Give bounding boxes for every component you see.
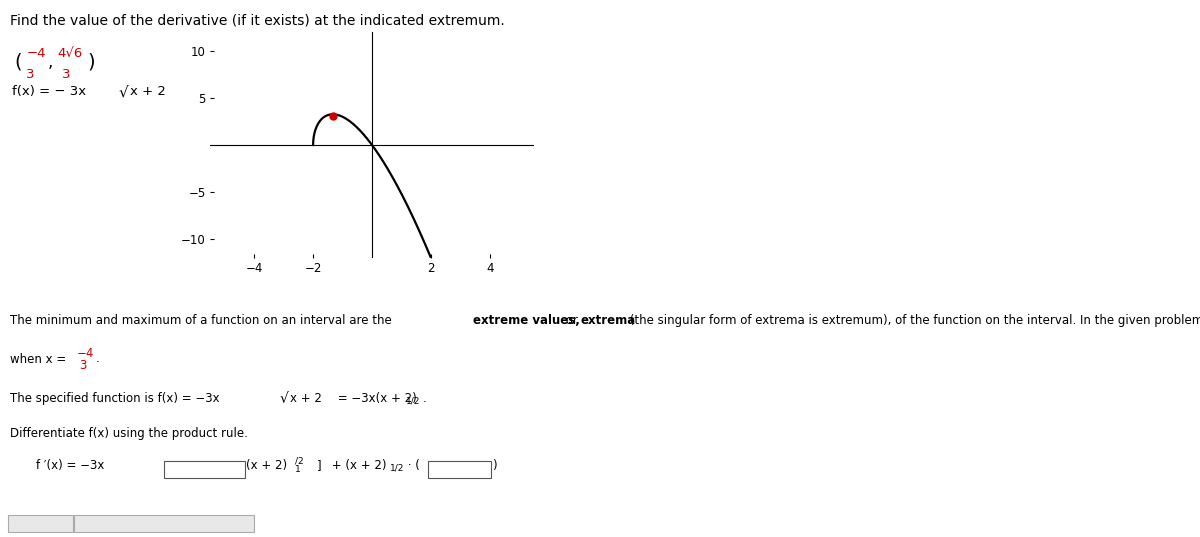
Text: 1/2: 1/2	[390, 463, 404, 473]
Text: ]: ]	[317, 459, 322, 472]
Text: /2: /2	[295, 456, 304, 466]
Text: (the singular form of extrema is extremum), of the function on the interval. In : (the singular form of extrema is extremu…	[626, 314, 1200, 327]
Text: (x + 2): (x + 2)	[246, 459, 287, 472]
Text: The specified function is f(x) = −3x: The specified function is f(x) = −3x	[10, 392, 220, 405]
Text: = −3x(x + 2): = −3x(x + 2)	[334, 392, 416, 405]
Text: −4: −4	[26, 47, 46, 60]
Text: x + 2: x + 2	[290, 392, 323, 405]
Text: · (: · (	[404, 459, 420, 472]
Text: ): )	[492, 459, 497, 472]
Text: 4√6: 4√6	[58, 47, 83, 60]
Text: + (x + 2): + (x + 2)	[328, 459, 386, 472]
Text: x + 2: x + 2	[130, 85, 166, 98]
Text: Find the value of the derivative (if it exists) at the indicated extremum.: Find the value of the derivative (if it …	[10, 13, 504, 27]
Text: Skip (you cannot come back): Skip (you cannot come back)	[83, 517, 246, 527]
Text: when x =: when x =	[10, 353, 70, 366]
Text: ): )	[88, 52, 95, 71]
Text: 3: 3	[26, 68, 35, 81]
Text: .: .	[422, 392, 426, 405]
Text: f(x) = − 3x: f(x) = − 3x	[12, 85, 86, 98]
Text: ,: ,	[48, 53, 53, 71]
Text: .: .	[96, 352, 100, 365]
Text: √: √	[280, 392, 288, 406]
Text: extreme values,: extreme values,	[473, 314, 580, 327]
Text: √: √	[119, 85, 128, 100]
Text: Step 1: Step 1	[12, 275, 60, 288]
Text: 3: 3	[79, 359, 86, 372]
Text: Differentiate f(x) using the product rule.: Differentiate f(x) using the product rul…	[10, 427, 247, 440]
Text: f ′(x) = −3x: f ′(x) = −3x	[36, 459, 104, 472]
Text: extrema: extrema	[581, 314, 636, 327]
Text: or: or	[562, 314, 581, 327]
Text: 1: 1	[295, 465, 301, 474]
Text: 3: 3	[62, 68, 71, 81]
Text: −4: −4	[77, 347, 94, 360]
Text: (: (	[14, 52, 22, 71]
Text: Submit: Submit	[20, 517, 61, 527]
Text: The minimum and maximum of a function on an interval are the: The minimum and maximum of a function on…	[10, 314, 395, 327]
Text: 1/2: 1/2	[406, 396, 420, 405]
